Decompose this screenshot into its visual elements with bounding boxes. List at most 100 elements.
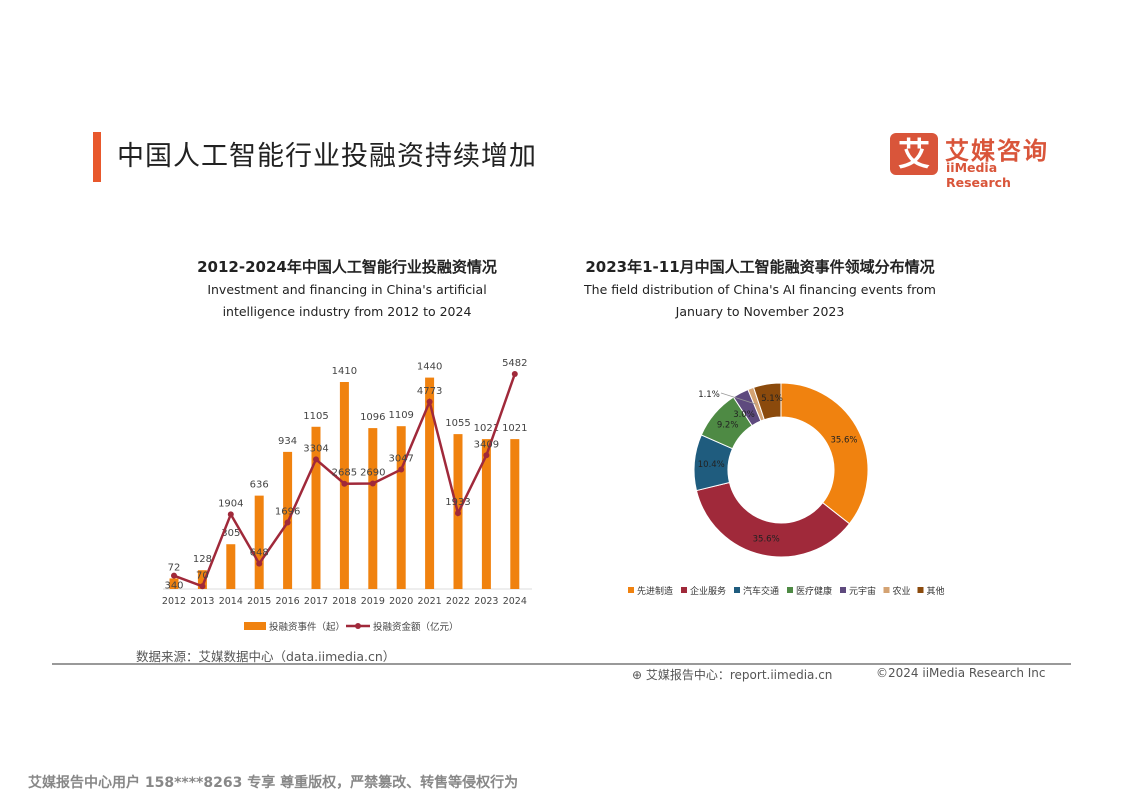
x-tick-label: 2013 [190,596,214,607]
legend-line-label: 投融资金额（亿元） [373,621,459,633]
label-leader-line [720,392,757,405]
line-value-label: 2690 [360,468,385,479]
x-tick-label: 2019 [361,596,385,607]
globe-icon: ⊕ [632,668,646,682]
legend-label: 企业服务 [690,585,726,597]
bar [396,426,406,589]
logo-mark: 艾 [890,133,938,175]
slice-value-label: 35.6% [753,534,780,544]
bar-value-label: 128 [193,554,212,565]
line-point [483,452,490,459]
slice-value-label: 35.6% [830,435,857,445]
legend-label: 农业 [893,585,911,597]
footer-copyright: ©2024 iiMedia Research Inc [876,666,1046,680]
bar [425,377,435,589]
chart1-title: 2012-2024年中国人工智能行业投融资情况 [197,258,497,276]
line-point [369,480,376,487]
legend-swatch [681,587,687,593]
bar-value-label: 1021 [502,423,527,434]
legend-swatch [840,587,846,593]
line-value-label: 3304 [303,443,328,454]
line-point [455,510,461,517]
title-accent-bar [93,132,101,182]
line-value-label: 648 [250,548,269,559]
x-tick-label: 2015 [247,596,271,607]
x-tick-label: 2016 [276,596,300,607]
legend-swatch [883,587,890,593]
page-title: 中国人工智能行业投融资持续增加 [117,141,537,172]
bar-value-label: 1109 [388,410,413,421]
line-point [199,583,206,590]
footer-report-link[interactable]: ⊕ 艾媒报告中心：report.iimedia.cn [632,666,832,683]
line-value-label: 3409 [474,439,499,450]
legend-label: 医疗健康 [796,585,832,597]
donut-slice [695,481,851,558]
slice-value-label: 1.1% [698,390,720,400]
line-point [256,560,263,567]
data-source: 数据来源：艾媒数据中心（data.iimedia.cn） [136,649,396,664]
line-point [284,519,291,526]
legend-label: 先进制造 [637,585,673,597]
line-value-label: 1904 [218,498,243,509]
slice-value-label: 9.2% [717,421,739,431]
legend-line-marker [355,623,361,629]
bar [368,428,378,589]
line-point [511,371,518,377]
logo-en: iiMedia Research [946,160,1011,190]
bar-value-label: 305 [221,528,240,539]
line-value-label: 340 [164,581,183,592]
line-point [313,456,319,463]
chart2-title: 2023年1-11月中国人工智能融资事件领域分布情况 [585,258,935,276]
legend-swatch [787,587,793,593]
legend-label: 汽车交通 [743,585,779,597]
x-tick-label: 2018 [332,596,356,607]
footer-divider [52,663,1071,665]
x-tick-label: 2012 [162,596,186,607]
slice-value-label: 10.4% [698,460,725,470]
slice-value-label: 3.0% [733,410,755,420]
x-tick-label: 2020 [389,596,413,607]
legend-bar-swatch [244,622,266,630]
bar-value-label: 636 [250,480,269,491]
line-value-label: 1696 [275,506,300,517]
bar-value-label: 72 [168,562,181,573]
logo-cn: 艾媒咨询 [945,137,1049,165]
slice-value-label: 5.1% [761,394,783,404]
watermark: 艾媒报告中心用户 158****8263 专享 尊重版权，严禁篡改、转售等侵权行… [28,775,519,791]
bar-value-label: 1440 [417,362,442,373]
bar [510,439,520,589]
chart2-subtitle: The field distribution of China's AI fin… [584,282,936,319]
bar [254,495,264,589]
line-point [398,466,405,473]
footer-report-text: 艾媒报告中心：report.iimedia.cn [645,668,833,682]
bar-value-label: 1105 [303,411,328,422]
bar-value-label: 1055 [445,418,470,429]
x-tick-label: 2023 [474,596,498,607]
bar [226,544,236,589]
x-tick-label: 2021 [418,596,442,607]
legend-bar-label: 投融资事件（起） [269,621,345,633]
bar-value-label: 1410 [332,366,357,377]
x-tick-label: 2024 [503,596,527,607]
line-value-label: 4773 [417,386,442,397]
bar [311,426,321,589]
legend-swatch [628,587,634,593]
line-point [426,398,433,405]
bar-value-label: 1021 [474,423,499,434]
x-tick-label: 2014 [219,596,243,607]
line-point [341,480,348,487]
legend-swatch [734,587,740,593]
line-value-label: 70 [196,570,209,581]
chart1-subtitle: Investment and financing in China's arti… [207,282,487,319]
line-point [171,572,177,579]
line-value-label: 5482 [502,358,527,369]
bar [169,578,179,589]
donut-slice [752,382,782,421]
logo: 艾 艾媒咨询 iiMedia Research [890,133,1060,190]
legend-label: 元宇宙 [849,585,876,597]
line-value-label: 1933 [445,497,470,508]
x-tick-label: 2017 [304,596,328,607]
line-point [227,511,234,518]
x-tick-label: 2022 [446,596,470,607]
